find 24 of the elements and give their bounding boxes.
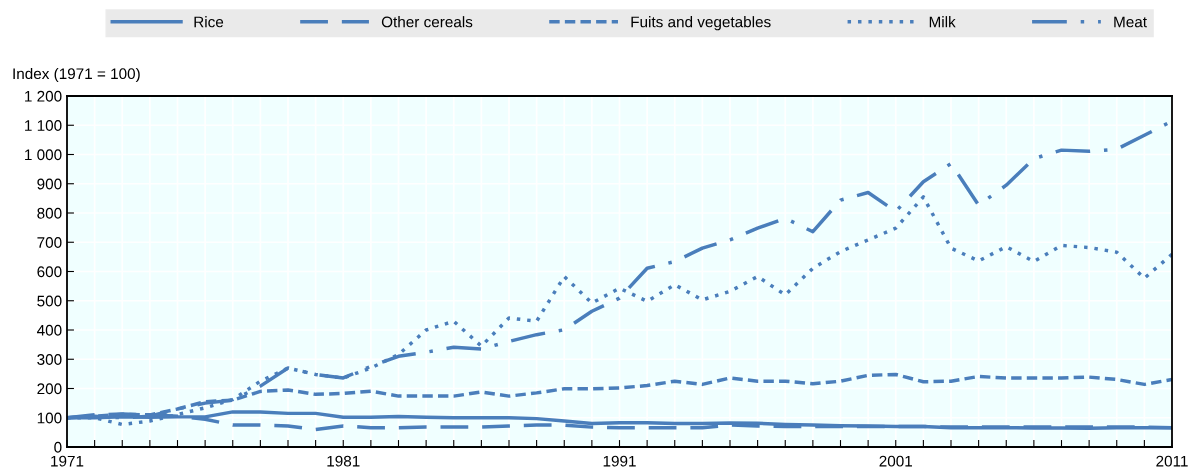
legend-label: Rice [194, 16, 224, 28]
y-tick-label: 400 [37, 324, 62, 336]
x-tick-label: 1991 [603, 455, 636, 467]
legend-label: Fuits and vegetables [631, 16, 771, 31]
y-tick-label: 600 [37, 266, 62, 278]
y-tick-label: 800 [37, 207, 62, 219]
y-tick-label: 700 [37, 237, 62, 248]
y-tick-label: 1 000 [25, 149, 62, 161]
y-tick-label: 1 200 [25, 90, 62, 102]
y-tick-label: 300 [37, 354, 62, 365]
x-tick-label: 2001 [879, 455, 912, 467]
y-tick-label: 0 [54, 441, 62, 453]
legend-label: Other cereals [381, 16, 473, 28]
legend-label: Meat [1114, 16, 1147, 28]
x-tick-label: 2011 [1156, 455, 1188, 467]
legend-label: Milk [929, 16, 956, 28]
y-axis-title: Index (1971 = 100) [13, 67, 140, 83]
x-tick-label: 1971 [51, 455, 84, 467]
x-tick-label: 1981 [327, 455, 360, 467]
y-tick-label: 900 [37, 178, 62, 190]
y-tick-label: 1 100 [25, 120, 62, 131]
y-tick-label: 100 [37, 412, 62, 424]
y-tick-label: 200 [37, 383, 62, 395]
y-tick-label: 500 [37, 295, 62, 307]
